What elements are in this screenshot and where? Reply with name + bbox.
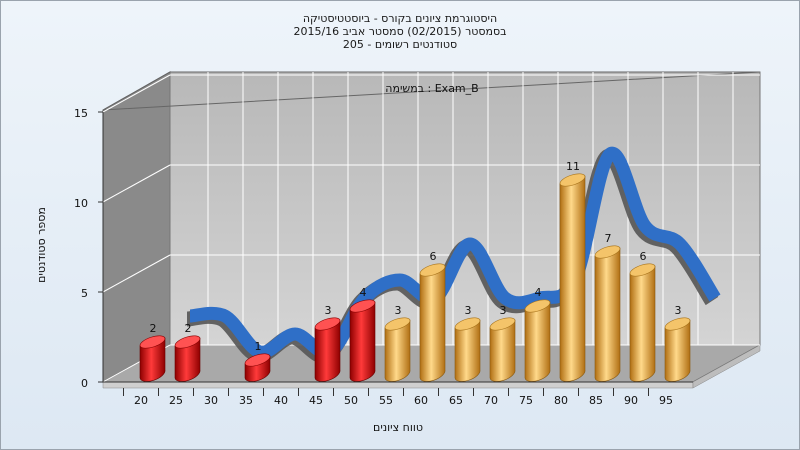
bar-value-label: 11 bbox=[566, 160, 580, 173]
bar-body bbox=[629, 265, 656, 382]
bar-body bbox=[664, 319, 691, 382]
bar-cap bbox=[629, 263, 656, 277]
x-tick-label: 40 bbox=[274, 394, 288, 407]
y-tick-label: 0 bbox=[81, 377, 88, 390]
bar-body bbox=[489, 319, 516, 382]
chart-title-line-2: בסמסטר (02/2015) סמסטר אביב 2015/16 bbox=[293, 25, 507, 38]
x-tick-label: 35 bbox=[239, 394, 253, 407]
bar-value-label: 3 bbox=[325, 304, 332, 317]
chart-title-line-1: היסטוגרמת ציונים בקורס - ביוסטטיסטיקה bbox=[302, 12, 498, 25]
bar-cap bbox=[489, 317, 516, 331]
bar: 11 bbox=[559, 160, 586, 382]
x-tick-label: 95 bbox=[659, 394, 673, 407]
gridline-side bbox=[102, 164, 171, 203]
bar: 6 bbox=[629, 250, 656, 382]
bar-body bbox=[524, 301, 551, 382]
y-tick-label: 5 bbox=[81, 287, 88, 300]
bar-body bbox=[139, 337, 166, 382]
x-tick-label: 85 bbox=[589, 394, 603, 407]
bar-body bbox=[349, 301, 376, 382]
bar: 1 bbox=[244, 340, 271, 382]
bar-value-label: 3 bbox=[675, 304, 682, 317]
x-tick-label: 55 bbox=[379, 394, 393, 407]
bar-value-label: 3 bbox=[500, 304, 507, 317]
bar-cap bbox=[139, 335, 166, 349]
bar-body bbox=[559, 175, 586, 382]
x-tick-label: 65 bbox=[449, 394, 463, 407]
bar: 3 bbox=[384, 304, 411, 382]
bar-cap bbox=[419, 263, 446, 277]
y-tick-label: 10 bbox=[74, 197, 88, 210]
bar-cap bbox=[664, 317, 691, 331]
x-tick-label: 20 bbox=[134, 394, 148, 407]
x-tick-label: 30 bbox=[204, 394, 218, 407]
gridline-side bbox=[102, 74, 171, 113]
bar-body bbox=[174, 337, 201, 382]
bar-value-label: 4 bbox=[360, 286, 367, 299]
bar-cap bbox=[524, 299, 551, 313]
x-tick-label: 70 bbox=[484, 394, 498, 407]
bar: 3 bbox=[314, 304, 341, 382]
bar-value-label: 1 bbox=[255, 340, 262, 353]
bar: 3 bbox=[454, 304, 481, 382]
gridline-side bbox=[102, 254, 171, 293]
bar-value-label: 4 bbox=[535, 286, 542, 299]
bar-cap bbox=[314, 317, 341, 331]
bar-body bbox=[454, 319, 481, 382]
floor-front-edge bbox=[102, 381, 694, 389]
bar-cap bbox=[594, 245, 621, 259]
bar-cap bbox=[384, 317, 411, 331]
bar: 7 bbox=[594, 232, 621, 382]
x-axis-label: טווח ציונים bbox=[373, 421, 423, 434]
bar: 2 bbox=[139, 322, 166, 382]
bar: 3 bbox=[664, 304, 691, 382]
bar-body bbox=[419, 265, 446, 382]
bar-value-label: 2 bbox=[150, 322, 157, 335]
bar-body bbox=[384, 319, 411, 382]
bar-body bbox=[594, 247, 621, 382]
x-tick-label: 25 bbox=[169, 394, 183, 407]
trend-ribbon bbox=[189, 146, 721, 360]
bar-value-label: 3 bbox=[465, 304, 472, 317]
bar-body bbox=[314, 319, 341, 382]
bar: 2 bbox=[174, 322, 201, 382]
x-tick-label: 60 bbox=[414, 394, 428, 407]
x-tick-label: 80 bbox=[554, 394, 568, 407]
bar-cap bbox=[244, 353, 271, 367]
bar-cap bbox=[174, 335, 201, 349]
bar: 3 bbox=[489, 304, 516, 382]
bar: 6 bbox=[419, 250, 446, 382]
bar-cap bbox=[349, 299, 376, 313]
y-tick-label: 15 bbox=[74, 107, 88, 120]
x-tick-label: 75 bbox=[519, 394, 533, 407]
bar-value-label: 6 bbox=[430, 250, 437, 263]
bar: 4 bbox=[349, 286, 376, 382]
x-tick-label: 50 bbox=[344, 394, 358, 407]
bar-value-label: 2 bbox=[185, 322, 192, 335]
x-tick-label: 90 bbox=[624, 394, 638, 407]
bar-cap bbox=[559, 173, 586, 187]
bar-value-label: 7 bbox=[605, 232, 612, 245]
x-tick-label: 45 bbox=[309, 394, 323, 407]
chart-title-line-3: 205 - סטודנטים רשומים bbox=[342, 38, 458, 51]
y-axis-label: מספר סטודנטים bbox=[35, 207, 48, 283]
bar: 4 bbox=[524, 286, 551, 382]
floor-right-edge bbox=[692, 344, 761, 389]
wall-top-edge bbox=[102, 71, 761, 111]
bar-value-label: 3 bbox=[395, 304, 402, 317]
bar-cap bbox=[454, 317, 481, 331]
chart-subtitle: במשימה : Exam_B bbox=[385, 82, 478, 95]
bar-value-label: 6 bbox=[640, 250, 647, 263]
